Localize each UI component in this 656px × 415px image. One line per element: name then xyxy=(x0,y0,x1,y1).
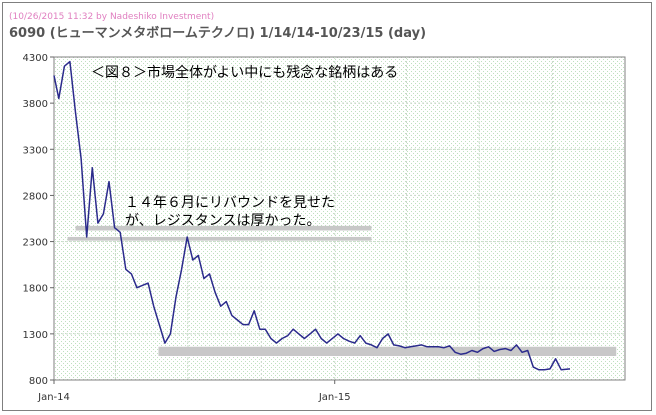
resistance-band xyxy=(67,236,372,241)
annotation-rebound: １４年６月にリバウンドを見せた xyxy=(125,195,335,211)
y-tick-label: 2300 xyxy=(23,238,48,249)
y-tick-label: 1300 xyxy=(23,330,48,341)
stock-price-chart: (10/26/2015 11:32 by Nadeshiko Investmen… xyxy=(9,12,626,403)
chart-frame: (10/26/2015 11:32 by Nadeshiko Investmen… xyxy=(2,2,652,411)
annotation-heading: ＜図８＞市場全体がよい中にも残念な銘柄はある xyxy=(91,64,398,81)
y-tick-label: 3800 xyxy=(23,99,48,110)
y-tick-label: 2800 xyxy=(23,191,48,202)
y-tick-label: 3300 xyxy=(23,145,48,156)
x-tick-label: Jan-15 xyxy=(318,392,351,403)
y-tick-label: 4300 xyxy=(23,53,48,64)
y-tick-label: 800 xyxy=(29,376,48,387)
y-axis: 800 1300 1800 2300 2800 3300 3800 4300 xyxy=(23,53,54,387)
chart-title: 6090 (ヒューマンメタボロームテクノロ) 1/14/14-10/23/15 … xyxy=(9,25,426,41)
price-series xyxy=(53,60,571,371)
plot-area xyxy=(53,56,626,381)
resistance-band xyxy=(75,225,372,231)
y-tick-label: 1800 xyxy=(23,284,48,295)
price-line xyxy=(53,60,571,371)
resistance-band xyxy=(158,346,617,357)
grid-lines xyxy=(54,57,625,380)
annotation-resistance: が、レジスタンスは厚かった。 xyxy=(125,213,320,229)
resistance-bands xyxy=(67,225,617,357)
chart-credit: (10/26/2015 11:32 by Nadeshiko Investmen… xyxy=(9,12,214,22)
x-axis: Jan-14 Jan-15 xyxy=(37,380,351,403)
x-tick-label: Jan-14 xyxy=(37,392,70,403)
